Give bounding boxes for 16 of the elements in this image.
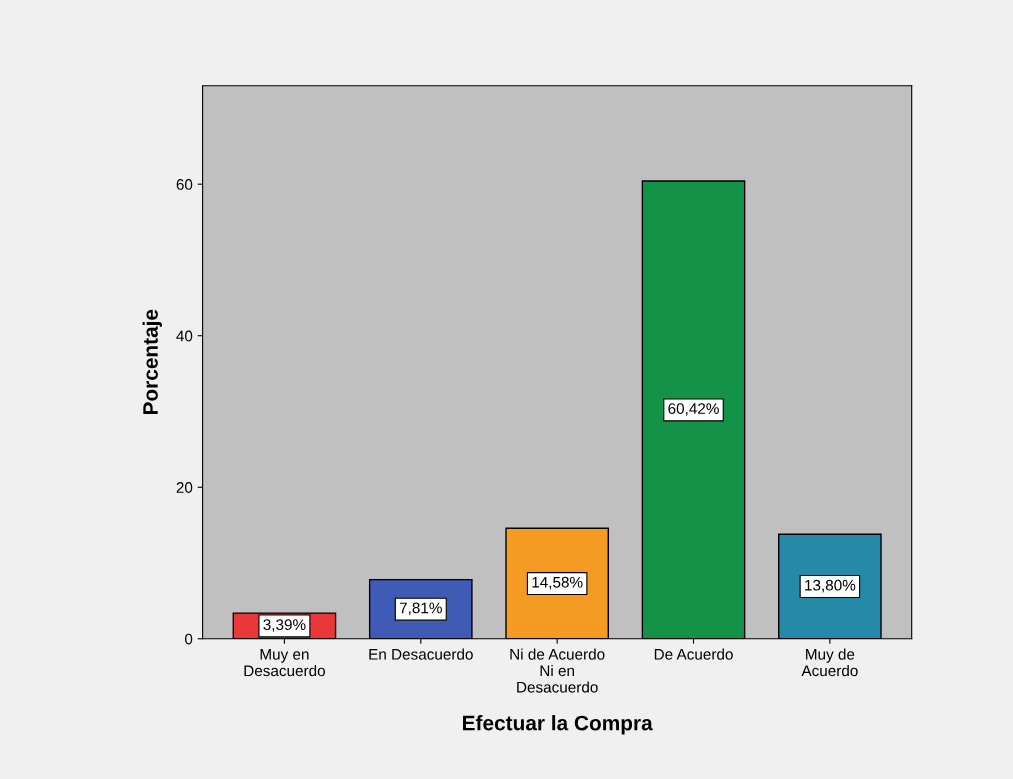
- x-tick-label: Muy en Desacuerdo: [244, 649, 325, 677]
- data-label: 60,42%: [668, 403, 719, 416]
- x-tick-label: Muy de Acuerdo: [801, 648, 858, 677]
- y-tick-label: 20: [176, 482, 193, 493]
- x-tick-label: De Acuerdo: [654, 648, 733, 660]
- data-label: 7,81%: [399, 602, 442, 616]
- data-label: 3,39%: [263, 619, 306, 632]
- data-label: 14,58%: [532, 576, 583, 590]
- data-label: 13,80%: [805, 579, 856, 593]
- y-axis-title: Porcentaje: [142, 309, 162, 415]
- y-tick-label: 40: [176, 330, 193, 342]
- y-tick-label: 0: [184, 633, 193, 645]
- x-tick-label: En Desacuerdo: [369, 648, 473, 660]
- y-tick-label: 60: [176, 179, 193, 190]
- x-axis-title: Efectuar la Compra: [463, 715, 653, 735]
- x-tick-label: Ni de Acuerdo Ni en Desacuerdo: [510, 648, 605, 693]
